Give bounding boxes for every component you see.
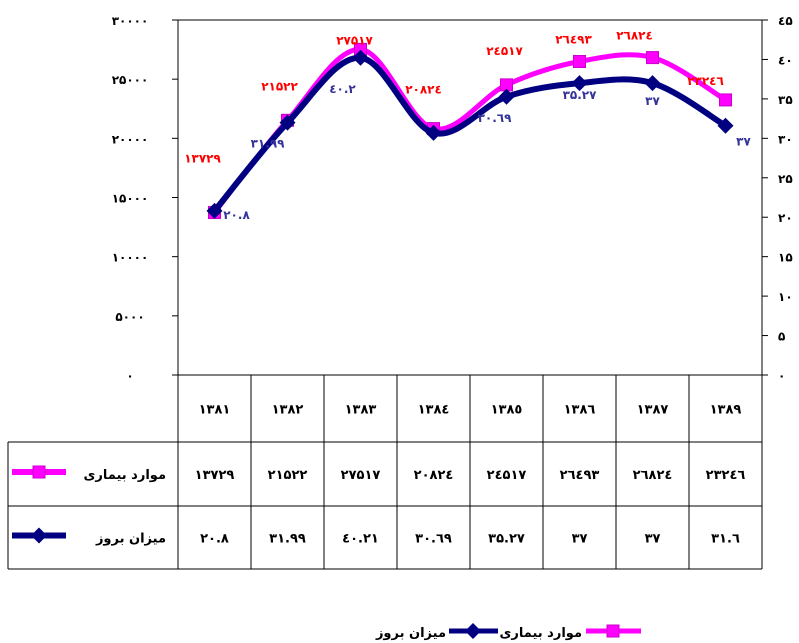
left-axis-tick-label: ۲۵۰۰۰: [112, 73, 149, 87]
data-label-cases: ۲۷۵۱۷: [336, 33, 373, 47]
table-row-header: موارد بیماری: [83, 468, 166, 483]
plot-area: [177, 19, 763, 376]
legend-label-cases: موارد بیماری: [499, 626, 582, 641]
table-cell: ۲۰۸۲٤: [414, 468, 454, 483]
right-axis-tick-label: ٤۵: [778, 14, 793, 28]
right-axis-tick-label: ۲۰: [778, 211, 793, 225]
legend: میزان بروز موارد بیماری: [375, 623, 641, 641]
series-marker-incidence: [206, 202, 223, 219]
data-label-cases: ۲۰۸۲٤: [405, 83, 442, 97]
series-lines: [206, 42, 734, 220]
right-axis-tick-label: ۳۵: [778, 93, 793, 107]
x-tick-label: ۱۳۸۱: [199, 403, 231, 418]
table-cell: ۲۱۵۲۲: [268, 468, 308, 483]
right-axis-tick-label: ٤۰: [778, 53, 793, 67]
data-label-incidence: ۲۰.۸: [223, 208, 250, 222]
table-cell: ۲٦٤۹۳: [560, 468, 600, 483]
plot-border: [177, 19, 763, 376]
data-label-incidence: ۳۵.۲۷: [563, 88, 598, 102]
series-marker-incidence: [644, 75, 661, 92]
x-tick-label: ۱۳۸۷: [637, 403, 669, 418]
series-marker-incidence: [717, 117, 734, 134]
series-marker-incidence: [498, 88, 515, 105]
left-axis-tick-label: ۰: [126, 369, 133, 383]
data-table: ۱۳۸۱ ۱۳۸۲ ۱۳۸۳ ۱۳۸٤ ۱۳۸٥ ۱۳۸٦ ۱۳۸۷ ۱۳۸۹ ۱۳۷۲۹ ۲۱۵…: [7, 374, 763, 570]
data-label-cases: ۲٦٤۹۳: [555, 32, 592, 46]
data-label-cases: ۲۳۲٤٦: [687, 74, 724, 88]
table-cell: ۲۷۵۱۷: [341, 468, 381, 483]
data-label-cases: ۲٤۵۱۷: [486, 44, 523, 58]
right-axis-tick-label: ۵: [778, 330, 785, 344]
left-axis-tick-label: ۲۰۰۰۰: [112, 132, 149, 146]
data-label-incidence: ۳۱.۹۹: [251, 137, 286, 151]
series-marker-cases: [719, 93, 732, 107]
table-cell: ۱۳۷۲۹: [195, 468, 235, 483]
left-axis-tick-label: ۱۰۰۰۰: [112, 251, 149, 265]
series-line-cases: [212, 46, 728, 216]
left-axis-tick-label: ۱۵۰۰۰: [112, 192, 149, 206]
data-label-cases: ۲۱۵۲۲: [261, 79, 298, 93]
table-cell: ۲۳۲٤٦: [706, 468, 746, 483]
table-legend-marker: [32, 465, 46, 479]
x-tick-label: ۱۳۸۳: [345, 403, 377, 418]
data-label-incidence: ٤۰.۲: [329, 82, 356, 96]
right-axis-tick-label: ۱۰: [778, 290, 793, 304]
legend-marker-cases: [606, 624, 620, 638]
series-marker-incidence: [571, 75, 588, 92]
legend-label-incidence: میزان بروز: [375, 626, 446, 641]
table-cell: ۲٤۵۱۷: [487, 468, 527, 483]
series-marker-incidence: [425, 124, 442, 141]
x-tick-label: ۱۳۸۹: [710, 403, 742, 418]
data-label-incidence: ۳۷: [736, 135, 751, 149]
legend-marker-incidence: [465, 623, 481, 639]
x-tick-label: ۱۳۸٤: [418, 403, 450, 418]
right-axis-tick-label: ۳۰: [778, 132, 793, 146]
x-tick-label: ۱۳۸٦: [564, 403, 596, 418]
data-label-incidence: ۳۷: [645, 94, 660, 108]
table-cell: ۲۰.۸: [200, 532, 229, 547]
table-cell: ۳۷: [572, 532, 588, 547]
left-axis-tick-label: ۳۰۰۰۰: [112, 14, 149, 28]
series-marker-incidence: [352, 49, 369, 66]
right-axis-tick-label: ۰: [778, 369, 785, 383]
table-cell: ۳۵.۲۷: [488, 532, 525, 547]
axes: ۰ ۵۰۰۰ ۱۰۰۰۰ ۱۵۰۰۰ ۲۰۰۰۰ ۲۵۰۰۰ ۳۰۰۰۰ ۰ ۵ ۱۰ ۱۵ ۲۰ ۲۵…: [112, 14, 793, 383]
table-cell: ۳۱.۹۹: [269, 532, 306, 547]
x-tick-label: ۱۳۸٥: [491, 403, 523, 418]
table-row-header: میزان بروز: [95, 532, 166, 547]
table-cell: ۳۰.٦۹: [415, 532, 452, 547]
data-labels: ۱۳۷۲۹ ۲۱۵۲۲ ۲۷۵۱۷ ۲۰۸۲٤ ۲٤۵۱۷ ۲٦٤۹۳ ۲٦۸۲٤ ۲۳۲٤٦…: [184, 29, 751, 222]
right-axis-tick-label: ۱۵: [778, 251, 793, 265]
series-marker-cases: [646, 51, 659, 65]
right-axis-tick-label: ۲۵: [778, 172, 793, 186]
data-label-cases: ۲٦۸۲٤: [616, 29, 653, 43]
table-cell: ٤۰.۲۱: [342, 532, 379, 547]
table-legend-marker: [31, 527, 47, 544]
table-cell: ۳۱.٦: [711, 532, 740, 547]
series-marker-incidence: [279, 114, 296, 131]
data-label-cases: ۱۳۷۲۹: [184, 152, 221, 166]
left-axis-tick-label: ۵۰۰۰: [115, 310, 144, 324]
table-cell: ۳۷: [645, 532, 661, 547]
table-cell: ۲٦۸۲٤: [633, 468, 673, 483]
x-tick-label: ۱۳۸۲: [272, 403, 304, 418]
data-label-incidence: ۳۰.٦۹: [478, 111, 513, 125]
series-marker-cases: [573, 54, 586, 68]
